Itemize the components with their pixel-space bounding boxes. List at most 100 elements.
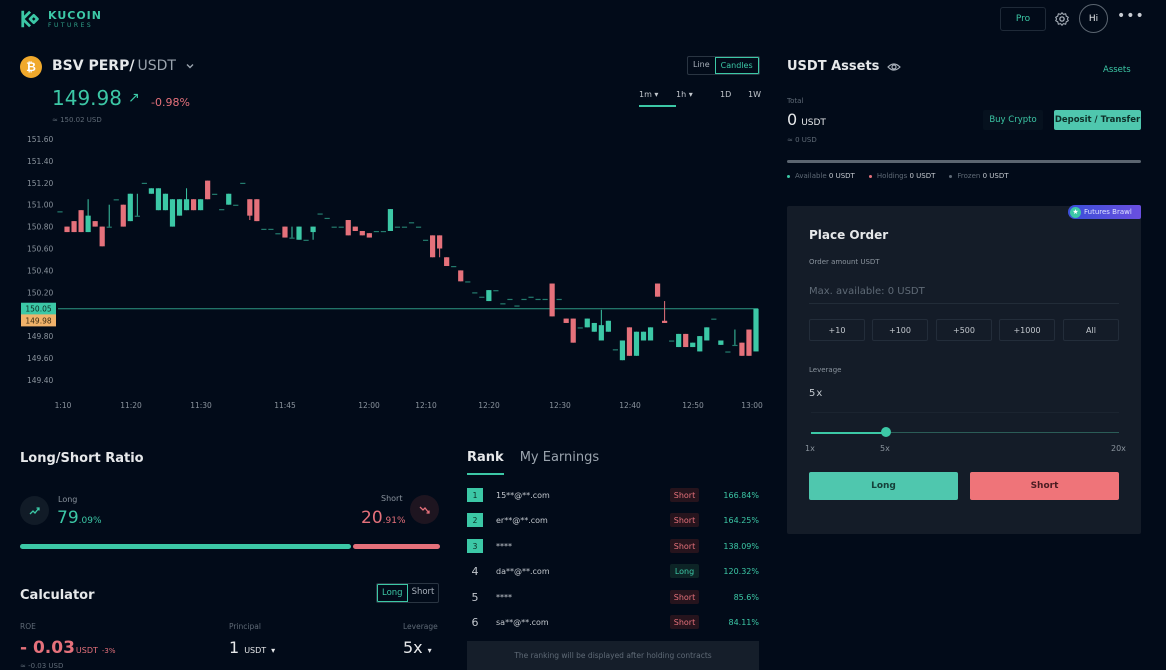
calc-leverage-value: 5x xyxy=(403,638,423,657)
candle xyxy=(155,188,162,211)
candle xyxy=(366,233,372,238)
tab-rank[interactable]: Rank xyxy=(467,450,504,475)
candle xyxy=(212,193,218,195)
interval-selector: 1m ▾ 1h ▾ 1D 1W xyxy=(639,90,768,107)
user-avatar[interactable]: Hi xyxy=(1079,4,1108,33)
calc-leverage-dropdown[interactable]: 5x ▾ xyxy=(403,638,432,657)
candle xyxy=(183,199,190,211)
deposit-transfer-button[interactable]: Deposit / Transfer xyxy=(1054,110,1141,130)
candle xyxy=(732,344,738,347)
candle xyxy=(331,226,337,228)
principal-dropdown[interactable]: 1 USDT ▾ xyxy=(229,638,275,657)
chart-type-toggle: Line Candles xyxy=(687,56,760,75)
candle xyxy=(415,226,422,228)
interval-1h[interactable]: 1h ▾ xyxy=(676,90,693,99)
order-amount-input[interactable] xyxy=(809,280,1119,304)
candle xyxy=(134,215,140,217)
candle xyxy=(633,331,640,356)
candle xyxy=(472,292,478,294)
chart-type-candles[interactable]: Candles xyxy=(714,57,759,74)
candle xyxy=(704,327,710,341)
candle xyxy=(141,182,147,184)
candle xyxy=(444,257,450,267)
pro-button[interactable]: Pro xyxy=(1000,7,1046,31)
eye-icon[interactable] xyxy=(887,62,902,72)
settings-gear-icon[interactable] xyxy=(1054,11,1070,27)
long-short-ratio-bar xyxy=(20,544,440,549)
rank-side-badge: Short xyxy=(670,513,699,527)
futures-brawl-badge[interactable]: ★ Futures Brawl xyxy=(1068,205,1141,219)
tab-my-earnings[interactable]: My Earnings xyxy=(519,450,600,465)
x-axis-tick: 13:00 xyxy=(741,401,763,410)
principal-unit: USDT xyxy=(244,646,267,655)
rank-row: 2 er**@**.com Short 164.25% xyxy=(467,512,759,528)
legend-holdings: Holdings 0 USDT xyxy=(868,172,935,180)
candle xyxy=(57,211,63,213)
short-button[interactable]: Short xyxy=(970,472,1119,500)
x-axis-tick: 12:40 xyxy=(619,401,641,410)
candlestick-chart[interactable]: 151.60 151.40 151.20 151.00 150.80 150.60 150.… xyxy=(0,125,770,415)
quick-amount-10[interactable]: +10 xyxy=(809,319,865,341)
assets-allocation-bar xyxy=(787,160,1141,163)
candle xyxy=(113,199,119,201)
calculator-long-tab[interactable]: Long xyxy=(377,584,408,602)
y-axis-tick: 151.60 xyxy=(27,135,53,144)
y-axis-tick: 150.20 xyxy=(27,288,53,297)
kucoin-futures-logo[interactable]: KUCOIN FUTURES xyxy=(20,8,102,30)
candle xyxy=(549,283,555,317)
candle xyxy=(226,193,232,205)
leverage-slider-track[interactable] xyxy=(811,432,1119,433)
candle xyxy=(233,204,239,206)
candle xyxy=(725,351,731,353)
candle xyxy=(352,226,358,231)
long-button[interactable]: Long xyxy=(809,472,958,500)
candle xyxy=(690,342,696,348)
roe-percent: -3% xyxy=(101,647,116,655)
quick-amount-all[interactable]: All xyxy=(1063,319,1119,341)
chart-type-line[interactable]: Line xyxy=(693,60,710,69)
buy-crypto-button[interactable]: Buy Crypto xyxy=(983,110,1043,130)
y-axis-tick: 151.40 xyxy=(27,157,53,166)
assets-link[interactable]: Assets xyxy=(1103,65,1131,75)
more-menu-icon[interactable]: ••• xyxy=(1117,8,1145,24)
candle xyxy=(296,226,302,240)
candle xyxy=(422,239,429,241)
last-price: 149.98 ↗ xyxy=(52,86,140,110)
long-ratio-int: 79 xyxy=(57,508,79,528)
candle xyxy=(619,340,626,361)
candle xyxy=(514,305,520,307)
rank-side-badge: Short xyxy=(670,590,699,604)
caret-down-icon: ▾ xyxy=(271,646,276,655)
svg-text:149.98: 149.98 xyxy=(25,316,51,325)
candle xyxy=(458,270,464,282)
candle xyxy=(324,217,330,220)
rank-row: 3 **** Short 138.09% xyxy=(467,538,759,554)
interval-1m[interactable]: 1m ▾ xyxy=(639,90,676,107)
leverage-value[interactable]: 5x xyxy=(809,388,824,399)
candle xyxy=(289,237,295,239)
quick-amount-100[interactable]: +100 xyxy=(872,319,928,341)
slider-max-label: 20x xyxy=(1111,444,1126,453)
candle xyxy=(430,235,436,258)
arrow-up-right-icon: ↗ xyxy=(127,90,140,106)
candle xyxy=(535,298,541,301)
long-short-ratio-title: Long/Short Ratio xyxy=(20,451,144,466)
interval-1d[interactable]: 1D xyxy=(720,90,732,99)
candle xyxy=(303,239,309,241)
leverage-slider-thumb[interactable] xyxy=(881,427,891,437)
trend-down-icon xyxy=(410,495,439,524)
calculator-short-tab[interactable]: Short xyxy=(411,587,435,597)
roe-amount: - 0.03 xyxy=(20,638,75,658)
rank-user: **** xyxy=(496,541,512,551)
quick-amount-500[interactable]: +500 xyxy=(936,319,992,341)
interval-1w[interactable]: 1W xyxy=(748,90,761,99)
order-amount-label: Order amount USDT xyxy=(809,258,880,266)
quick-amount-1000[interactable]: +1000 xyxy=(999,319,1055,341)
roe-value: - 0.03 USDT -3% xyxy=(20,638,116,658)
symbol-selector[interactable]: BSV PERP/USDT xyxy=(52,58,195,74)
short-ratio-dec: .91% xyxy=(382,516,406,526)
candle xyxy=(528,296,534,298)
principal-label: Principal xyxy=(229,622,261,631)
candle xyxy=(711,318,717,320)
candle xyxy=(282,226,288,238)
